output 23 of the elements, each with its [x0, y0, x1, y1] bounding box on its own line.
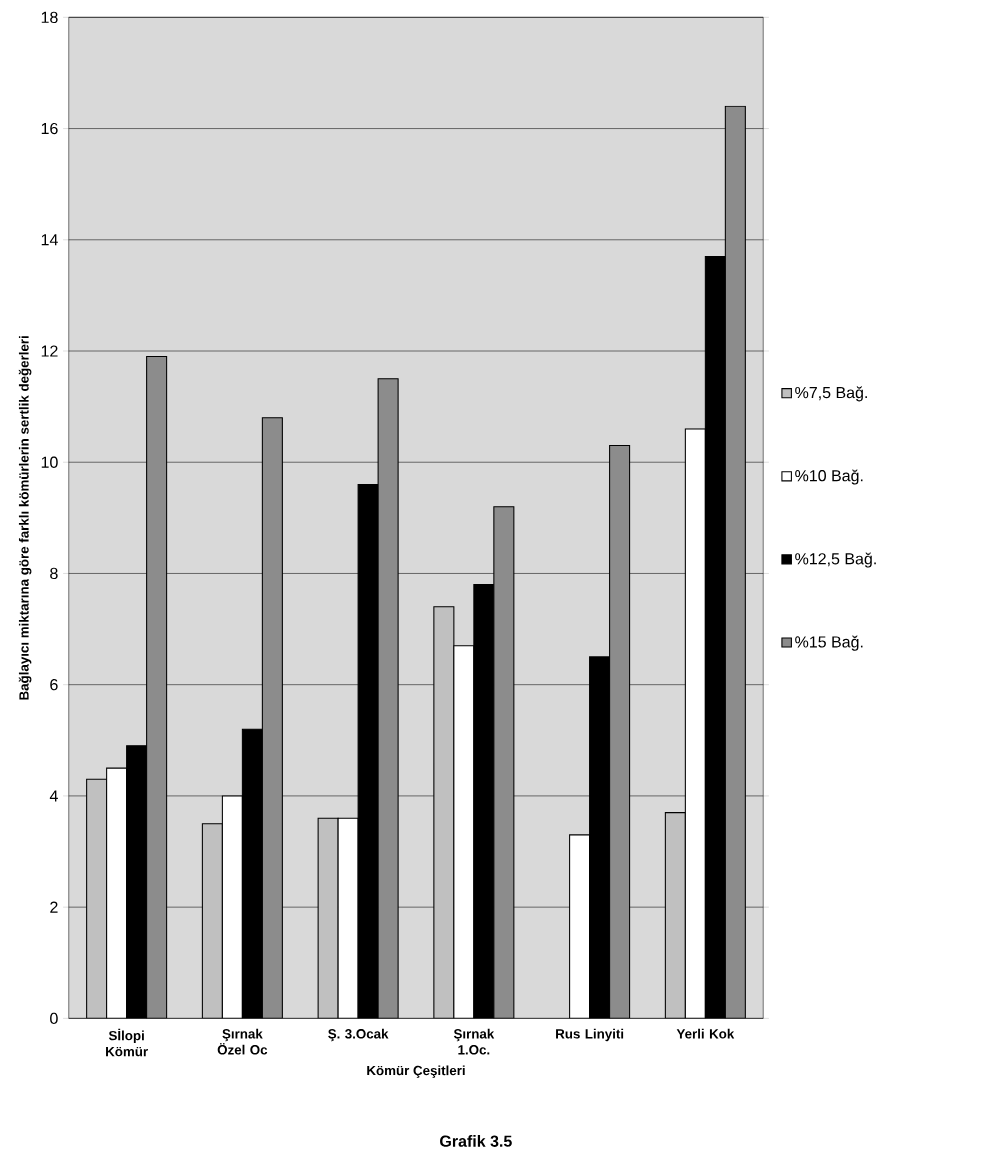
y-tick-label: 18 — [41, 11, 58, 23]
y-axis-title: Bağlayıcı miktarına göre farklı kömürlerin sertlik değerleri — [18, 336, 32, 700]
legend-label: %15 Bağ. — [795, 635, 863, 651]
text: Grafik 3.5 — [440, 1135, 512, 1147]
y-tick-label: 10 — [41, 456, 58, 468]
y-tick-label: 14 — [41, 234, 59, 246]
y-tick-label: 2 — [50, 901, 58, 913]
legend-label: %7,5 Bağ. — [795, 386, 868, 402]
legend-label: %12,5 Bağ. — [795, 552, 876, 568]
y-tick-label: 6 — [50, 679, 58, 691]
y-tick-label: 4 — [49, 790, 59, 802]
y-tick-label: 8 — [50, 567, 58, 580]
x-tick-label: Rus Linyiti — [556, 1028, 624, 1042]
x-tick-label: Şırnak Özel Oc — [217, 1028, 268, 1055]
legend-label: %10 Bağ. — [795, 469, 863, 485]
x-tick-label: Sİlopi Kömür — [106, 1028, 149, 1057]
x-tick-label: Ş. 3.Ocak — [328, 1028, 389, 1042]
y-tick-label: 16 — [41, 122, 58, 135]
x-axis-title: Kömür Çeşitleri — [367, 1065, 465, 1078]
x-tick-label: Şırnak 1.Oc. — [454, 1028, 495, 1055]
x-tick-label: Yerli Kok — [676, 1028, 735, 1039]
y-tick-label: 12 — [41, 345, 58, 357]
y-tick-label: 0 — [50, 1012, 58, 1025]
